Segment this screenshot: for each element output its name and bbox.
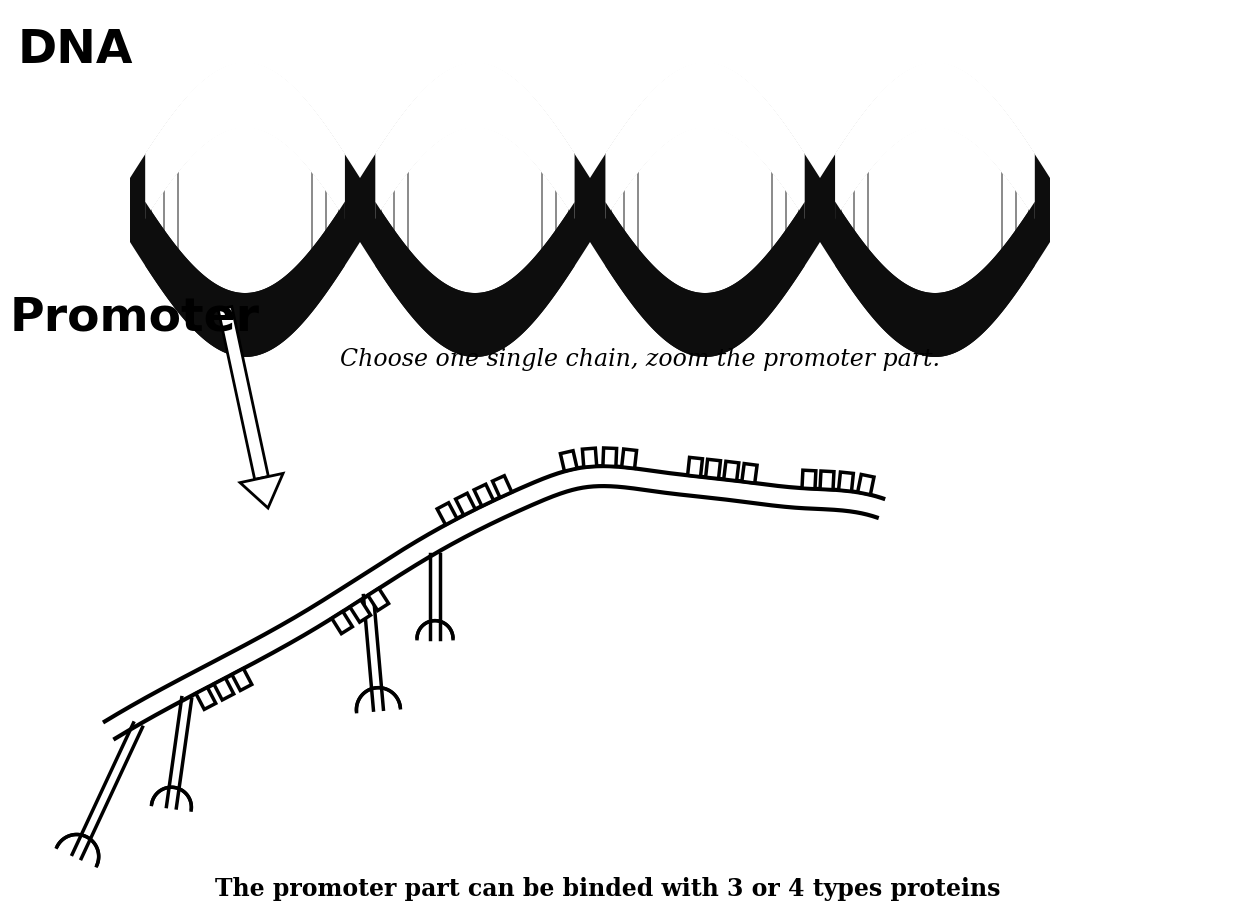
Polygon shape: [455, 493, 475, 515]
Text: Promoter: Promoter: [10, 295, 260, 340]
Polygon shape: [368, 589, 388, 611]
Polygon shape: [583, 448, 596, 467]
Polygon shape: [145, 63, 345, 218]
Text: The promoter part can be binded with 3 or 4 types proteins: The promoter part can be binded with 3 o…: [215, 877, 1001, 901]
Polygon shape: [605, 202, 805, 357]
Polygon shape: [213, 678, 233, 700]
Polygon shape: [724, 461, 739, 481]
Polygon shape: [835, 63, 1035, 218]
Polygon shape: [858, 474, 874, 494]
Polygon shape: [376, 63, 574, 218]
Polygon shape: [130, 63, 1050, 357]
Polygon shape: [332, 612, 352, 634]
Polygon shape: [820, 471, 835, 490]
Text: DNA: DNA: [19, 28, 134, 73]
Polygon shape: [232, 668, 252, 691]
Text: Choose one single chain, zoom the promoter part.: Choose one single chain, zoom the promot…: [340, 348, 940, 371]
Polygon shape: [605, 62, 805, 219]
Polygon shape: [838, 472, 853, 492]
Polygon shape: [145, 202, 345, 357]
Polygon shape: [196, 688, 216, 710]
Polygon shape: [835, 202, 1035, 357]
Polygon shape: [605, 63, 805, 218]
Polygon shape: [835, 62, 1035, 219]
Polygon shape: [438, 503, 458, 525]
Polygon shape: [688, 458, 702, 477]
Polygon shape: [376, 202, 574, 357]
Polygon shape: [218, 306, 268, 480]
Polygon shape: [560, 451, 577, 471]
Polygon shape: [376, 62, 574, 219]
Polygon shape: [621, 449, 636, 469]
Polygon shape: [241, 473, 283, 508]
Polygon shape: [802, 470, 816, 489]
Polygon shape: [706, 459, 720, 479]
Polygon shape: [742, 464, 758, 483]
Polygon shape: [130, 63, 1050, 357]
Polygon shape: [603, 448, 616, 467]
Polygon shape: [350, 600, 371, 622]
Polygon shape: [474, 484, 494, 506]
Polygon shape: [492, 476, 512, 498]
Polygon shape: [145, 62, 345, 219]
